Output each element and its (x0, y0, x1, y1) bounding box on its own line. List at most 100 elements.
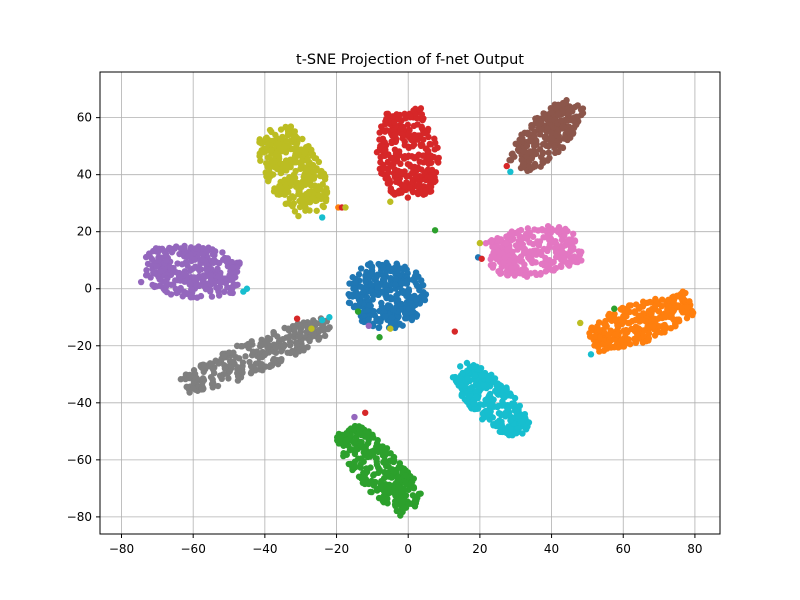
outlier-point (318, 214, 326, 221)
scatter-point (382, 281, 390, 288)
scatter-point (377, 318, 384, 325)
scatter-point (286, 338, 294, 346)
scatter-point (357, 265, 365, 272)
scatter-point (363, 465, 370, 472)
scatter-point (564, 128, 572, 135)
cluster-2 (333, 422, 424, 519)
scatter-point (387, 274, 394, 282)
scatter-point (508, 392, 515, 399)
scatter-point (485, 396, 492, 404)
scatter-point (471, 363, 478, 370)
y-tick-label: −40 (67, 396, 92, 410)
scatter-point (538, 226, 546, 233)
scatter-point (557, 144, 564, 151)
scatter-point (413, 296, 420, 303)
scatter-point (428, 159, 435, 166)
scatter-point (277, 169, 285, 177)
scatter-point (145, 250, 153, 257)
scatter-point (529, 122, 536, 130)
scatter-point (189, 385, 197, 392)
cluster-6 (482, 222, 585, 280)
scatter-point (359, 479, 367, 487)
scatter-point (494, 247, 502, 255)
scatter-point (478, 372, 485, 379)
scatter-point (408, 169, 416, 177)
scatter-point (459, 391, 466, 398)
scatter-point (670, 299, 677, 306)
scatter-point (398, 488, 406, 495)
scatter-point (397, 126, 404, 133)
scatter-point (391, 264, 398, 272)
scatter-point (538, 260, 545, 268)
scatter-point (249, 348, 257, 355)
scatter-point (543, 227, 551, 234)
scatter-point (463, 367, 471, 375)
scatter-point (393, 177, 401, 184)
outlier-point (365, 322, 372, 330)
scatter-point (456, 363, 464, 370)
scatter-point (293, 341, 301, 348)
scatter-point (603, 345, 611, 352)
scatter-point (512, 140, 519, 147)
scatter-point (385, 263, 393, 271)
scatter-point (645, 330, 653, 337)
scatter-point (376, 129, 383, 136)
outlier-point (476, 239, 484, 247)
scatter-point (521, 410, 529, 418)
x-tick-label: 20 (472, 542, 487, 556)
outlier-point (376, 334, 383, 341)
scatter-point (272, 344, 280, 351)
scatter-point (190, 378, 198, 386)
scatter-point (385, 463, 392, 470)
scatter-point (539, 141, 547, 148)
scatter-point (229, 358, 236, 365)
scatter-point (392, 150, 400, 157)
scatter-point (656, 323, 663, 330)
scatter-point (560, 256, 568, 263)
scatter-point (594, 342, 601, 350)
scatter-point (486, 390, 494, 398)
scatter-point (375, 260, 382, 268)
scatter-point (382, 120, 389, 128)
scatter-point (548, 135, 556, 143)
scatter-point (610, 343, 617, 351)
scatter-point (393, 507, 400, 515)
scatter-point (378, 289, 385, 296)
scatter-point (230, 349, 237, 356)
scatter-point (689, 309, 697, 317)
scatter-point (186, 267, 194, 274)
scatter-point (414, 283, 422, 290)
scatter-point (553, 131, 560, 138)
scatter-point (540, 245, 548, 253)
scatter-point (552, 253, 560, 261)
scatter-point (214, 382, 222, 390)
x-axis: −80 −60 −40 −20 0 20 40 60 80 (109, 534, 703, 556)
y-tick-label: −80 (67, 510, 92, 524)
scatter-point (375, 444, 382, 451)
scatter-point (289, 194, 297, 201)
scatter-point (322, 197, 330, 205)
scatter-point (612, 316, 620, 323)
scatter-point (403, 314, 410, 322)
scatter-point (543, 136, 550, 143)
scatter-point (187, 294, 194, 301)
scatter-point (291, 208, 299, 215)
scatter-point (324, 325, 332, 332)
scatter-point (502, 409, 509, 417)
scatter-point (193, 281, 200, 289)
scatter-point (304, 155, 311, 163)
scatter-point (458, 382, 465, 389)
scatter-point (493, 389, 501, 397)
scatter-point (186, 281, 193, 288)
scatter-point (374, 271, 381, 278)
scatter-point (269, 357, 277, 364)
scatter-point (197, 292, 205, 300)
scatter-point (571, 238, 579, 245)
scatter-point (384, 114, 391, 121)
scatter-point (407, 113, 414, 120)
scatter-point (261, 351, 268, 359)
scatter-point (262, 135, 270, 142)
scatter-point (416, 189, 423, 196)
scatter-point (356, 427, 364, 434)
